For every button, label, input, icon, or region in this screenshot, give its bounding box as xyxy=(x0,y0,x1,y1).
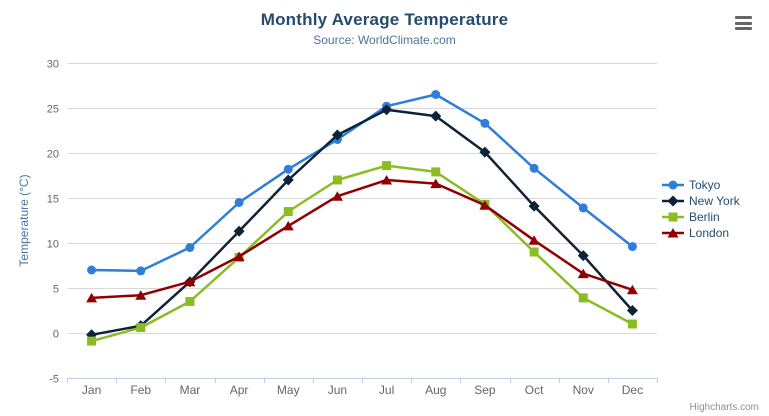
legend-marker-symbol xyxy=(668,212,678,222)
chart-context-menu-button[interactable] xyxy=(735,15,755,31)
y-axis-label: -5 xyxy=(49,374,59,386)
point-berlin-jul[interactable] xyxy=(382,161,392,171)
series-line-london xyxy=(90,178,634,300)
point-london-dec[interactable] xyxy=(626,284,638,295)
legend-item-label: London xyxy=(689,226,730,240)
x-axis-label: Jul xyxy=(379,383,394,397)
point-tokyo-nov[interactable] xyxy=(578,203,588,213)
x-axis-label: Apr xyxy=(230,383,249,397)
hamburger-icon xyxy=(735,21,752,25)
series-line-new-york xyxy=(90,108,634,337)
legend: Tokyo New York Berlin London xyxy=(662,177,740,241)
x-axis-label: Dec xyxy=(622,383,643,397)
point-tokyo-dec[interactable] xyxy=(627,242,637,252)
y-axis-label: 0 xyxy=(53,329,59,341)
point-new-york-dec[interactable] xyxy=(626,305,638,316)
point-london-jan[interactable] xyxy=(86,292,98,303)
triangle-legend-marker-icon xyxy=(662,228,684,238)
point-london-jun[interactable] xyxy=(331,191,343,201)
point-tokyo-aug[interactable] xyxy=(431,90,441,99)
point-berlin-dec[interactable] xyxy=(627,319,637,329)
legend-marker-symbol xyxy=(667,228,679,238)
point-london-mar[interactable] xyxy=(184,276,196,287)
point-new-york-nov[interactable] xyxy=(577,250,589,262)
y-axis-label: 30 xyxy=(47,59,59,71)
x-axis-label: Jun xyxy=(328,383,347,397)
chart-title: Monthly Average Temperature xyxy=(260,10,509,29)
point-new-york-jun[interactable] xyxy=(331,129,343,141)
point-berlin-may[interactable] xyxy=(283,207,293,216)
point-berlin-aug[interactable] xyxy=(431,167,441,177)
x-axis-label: Nov xyxy=(573,383,594,397)
point-tokyo-sep[interactable] xyxy=(480,118,490,128)
legend-item-label: New York xyxy=(689,194,740,208)
point-tokyo-oct[interactable] xyxy=(529,163,539,173)
legend-marker-symbol xyxy=(668,180,678,190)
legend-item-berlin[interactable]: Berlin xyxy=(662,209,740,225)
y-axis-label: 10 xyxy=(47,239,59,251)
point-berlin-oct[interactable] xyxy=(529,247,539,257)
y-axis-label: 20 xyxy=(47,149,59,161)
y-axis-title: Temperature (°C) xyxy=(17,174,31,266)
point-new-york-sep[interactable] xyxy=(479,146,491,158)
legend-item-new-york[interactable]: New York xyxy=(662,193,740,209)
point-berlin-jan[interactable] xyxy=(87,336,97,346)
hamburger-icon xyxy=(735,27,752,30)
x-axis-label: May xyxy=(277,383,300,397)
series-new-york xyxy=(86,104,638,341)
series-line-tokyo xyxy=(90,93,634,273)
point-london-feb[interactable] xyxy=(135,290,147,300)
point-london-may[interactable] xyxy=(282,220,294,231)
point-london-oct[interactable] xyxy=(528,235,540,245)
y-axis-label: 15 xyxy=(47,194,59,206)
point-london-jul[interactable] xyxy=(381,175,393,185)
point-london-sep[interactable] xyxy=(479,200,491,210)
highcharts-credit-link[interactable]: Highcharts.com xyxy=(689,402,759,413)
legend-item-label: Tokyo xyxy=(689,178,721,192)
point-new-york-oct[interactable] xyxy=(528,200,540,212)
point-tokyo-may[interactable] xyxy=(283,164,293,174)
chart-subtitle: Source: WorldClimate.com xyxy=(313,33,456,47)
circle-legend-marker-icon xyxy=(662,180,684,190)
hamburger-icon xyxy=(735,16,752,19)
y-axis-label: 5 xyxy=(53,284,59,296)
legend-item-label: Berlin xyxy=(689,210,720,224)
point-berlin-nov[interactable] xyxy=(578,293,588,303)
point-tokyo-feb[interactable] xyxy=(136,266,146,276)
x-axis-label: Mar xyxy=(180,383,201,397)
series-line-berlin xyxy=(90,164,634,343)
x-axis-label: Jan xyxy=(82,383,101,397)
x-axis-label: Feb xyxy=(130,383,151,397)
point-berlin-feb[interactable] xyxy=(136,323,146,333)
point-london-apr[interactable] xyxy=(233,251,245,262)
x-axis-label: Oct xyxy=(525,383,544,397)
point-london-aug[interactable] xyxy=(430,178,442,189)
legend-item-tokyo[interactable]: Tokyo xyxy=(662,177,740,193)
point-new-york-may[interactable] xyxy=(282,174,294,186)
diamond-legend-marker-icon xyxy=(662,195,684,207)
series-london xyxy=(86,175,638,303)
point-tokyo-apr[interactable] xyxy=(234,198,244,207)
y-axis-label: 25 xyxy=(47,104,59,116)
series-tokyo xyxy=(87,90,637,276)
legend-marker-symbol xyxy=(667,195,679,207)
point-berlin-mar[interactable] xyxy=(185,297,195,306)
point-new-york-apr[interactable] xyxy=(233,225,245,237)
square-legend-marker-icon xyxy=(662,212,684,222)
point-new-york-aug[interactable] xyxy=(430,110,442,122)
point-tokyo-jan[interactable] xyxy=(87,265,97,275)
x-axis-label: Aug xyxy=(425,383,446,397)
point-new-york-jul[interactable] xyxy=(381,104,393,116)
point-tokyo-mar[interactable] xyxy=(185,243,195,252)
point-london-nov[interactable] xyxy=(577,268,589,279)
legend-item-london[interactable]: London xyxy=(662,225,740,241)
x-axis-label: Sep xyxy=(474,383,496,397)
point-berlin-jun[interactable] xyxy=(332,175,342,185)
